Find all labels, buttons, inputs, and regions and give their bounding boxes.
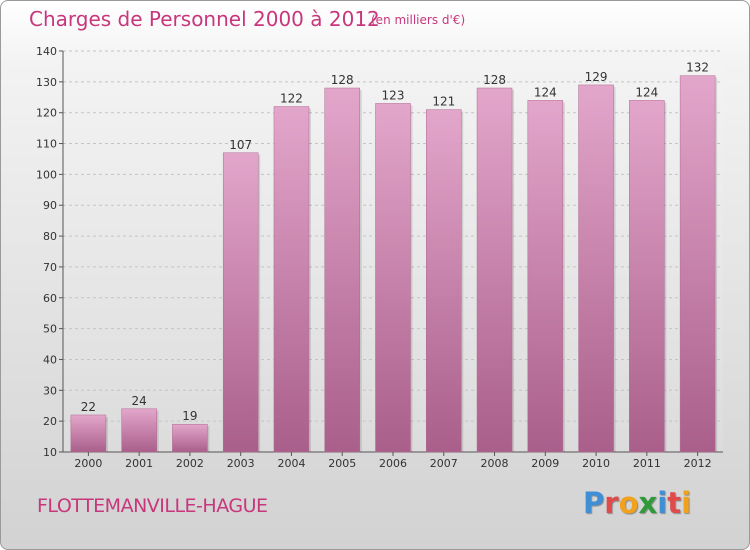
bar-value-label: 19 xyxy=(182,409,197,423)
bar xyxy=(375,103,411,453)
bar xyxy=(629,100,665,453)
y-tick-label: 140 xyxy=(36,45,57,58)
y-tick-label: 80 xyxy=(43,230,57,243)
logo-letter: i xyxy=(681,486,692,520)
bar-value-label: 124 xyxy=(534,85,557,99)
y-tick-label: 20 xyxy=(43,415,57,428)
bar-value-label: 122 xyxy=(280,92,303,106)
bar xyxy=(172,423,208,453)
bar-value-label: 129 xyxy=(585,70,608,84)
bar xyxy=(70,414,107,453)
bar-value-label: 124 xyxy=(635,85,658,99)
x-tick-label: 2012 xyxy=(684,457,712,470)
x-tick-label: 2010 xyxy=(582,457,610,470)
x-tick-label: 2003 xyxy=(227,457,255,470)
proxiti-logo: Proxiti xyxy=(583,486,691,520)
y-tick-label: 90 xyxy=(43,199,57,212)
bar xyxy=(324,87,360,453)
bar-value-label: 107 xyxy=(229,138,252,152)
bar xyxy=(426,109,462,453)
y-tick-label: 60 xyxy=(43,292,57,305)
bar xyxy=(222,152,259,453)
y-tick-label: 130 xyxy=(36,76,57,89)
y-tick-label: 40 xyxy=(43,353,57,366)
y-tick-label: 30 xyxy=(43,384,57,397)
x-tick-label: 2000 xyxy=(74,457,102,470)
bar xyxy=(273,106,310,453)
logo-letter: x xyxy=(638,486,658,520)
logo-letter: o xyxy=(618,486,639,520)
bar-value-label: 123 xyxy=(382,88,405,102)
y-tick-label: 120 xyxy=(36,107,57,120)
x-tick-label: 2005 xyxy=(328,457,356,470)
bar-value-label: 121 xyxy=(432,95,455,109)
bar-chart: 10 20 30 40 50 60 70 80 90 100 110 120 130 140 22 2000 2… xyxy=(36,45,723,470)
x-tick-label: 2011 xyxy=(633,457,661,470)
y-tick-label: 100 xyxy=(36,168,57,181)
x-tick-label: 2006 xyxy=(379,457,407,470)
bar-value-label: 128 xyxy=(483,73,506,87)
logo-letter: t xyxy=(667,486,682,520)
bar xyxy=(527,100,564,453)
chart-subtitle: (en milliers d'€) xyxy=(371,13,466,27)
place-name: FLOTTEMANVILLE-HAGUE xyxy=(37,495,268,517)
bar xyxy=(679,75,716,453)
bar xyxy=(476,87,513,453)
logo-letter: i xyxy=(657,486,668,520)
bar xyxy=(121,408,157,453)
x-tick-label: 2008 xyxy=(481,457,509,470)
chart-title: Charges de Personnel 2000 à 2012 xyxy=(29,7,380,31)
bar-value-label: 132 xyxy=(686,61,709,75)
bar-value-label: 128 xyxy=(331,73,354,87)
x-tick-label: 2007 xyxy=(430,457,458,470)
logo-letter: r xyxy=(604,486,619,520)
x-tick-label: 2004 xyxy=(277,457,305,470)
y-tick-label: 110 xyxy=(36,138,57,151)
y-tick-label: 70 xyxy=(43,261,57,274)
logo-letter: P xyxy=(583,486,605,520)
x-tick-label: 2001 xyxy=(125,457,153,470)
y-tick-label: 50 xyxy=(43,323,57,336)
bar xyxy=(578,84,614,453)
y-tick-label: 10 xyxy=(43,446,57,459)
bar-value-label: 24 xyxy=(132,394,147,408)
x-tick-label: 2002 xyxy=(176,457,204,470)
x-tick-label: 2009 xyxy=(531,457,559,470)
bar-value-label: 22 xyxy=(81,400,96,414)
